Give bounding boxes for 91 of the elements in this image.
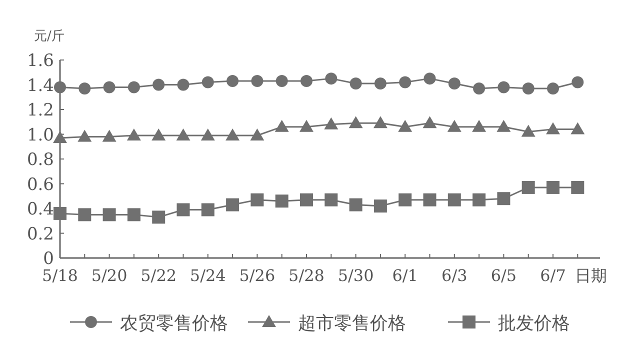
x-tick-label: 5/30 — [338, 266, 374, 285]
point — [496, 120, 511, 132]
point — [201, 203, 214, 216]
point — [54, 81, 66, 94]
point — [472, 193, 486, 206]
point — [373, 116, 388, 128]
point — [398, 120, 412, 132]
y-tick-label: 0.4 — [26, 200, 54, 220]
x-tick-label: 5/26 — [239, 266, 276, 285]
point — [226, 128, 240, 140]
point — [325, 72, 338, 85]
x-tick-label: 5/18 — [42, 266, 78, 285]
point — [202, 76, 214, 88]
point — [448, 78, 460, 90]
point — [300, 120, 314, 132]
y-tick-label: 1.0 — [26, 125, 54, 146]
point — [374, 78, 386, 90]
point — [324, 117, 338, 130]
y-tick-label: 1.2 — [26, 100, 54, 120]
x-tick-label: 5/22 — [140, 266, 177, 285]
x-tick-label: 5/24 — [190, 266, 226, 285]
y-tick-label: 1.4 — [26, 76, 54, 96]
y-axis-title: 元/斤 — [34, 29, 64, 44]
y-tick-label: 0 — [43, 249, 54, 269]
point — [521, 124, 536, 137]
point — [546, 180, 560, 194]
point — [126, 128, 141, 140]
point — [546, 122, 560, 134]
point — [399, 76, 412, 88]
point — [498, 81, 510, 94]
point — [547, 82, 559, 94]
point — [226, 198, 240, 212]
point — [152, 210, 166, 224]
point — [251, 75, 264, 88]
x-tick-label: 6/3 — [442, 266, 468, 285]
point — [226, 75, 239, 88]
y-tick-label: 1.6 — [26, 51, 54, 71]
point — [522, 82, 534, 94]
point — [78, 130, 92, 142]
point — [348, 116, 363, 128]
x-tick-label: 6/1 — [392, 266, 418, 285]
x-tick-label: 6/5 — [490, 266, 517, 285]
point — [128, 81, 140, 94]
x-axis-title: 日期 — [575, 266, 607, 285]
x-tick-label: 5/28 — [288, 266, 324, 285]
point — [152, 78, 165, 91]
point — [570, 122, 585, 134]
point — [423, 193, 436, 206]
point — [176, 128, 190, 140]
x-tick-label: 5/20 — [91, 266, 128, 285]
point — [102, 208, 116, 222]
point — [398, 193, 412, 206]
point — [78, 82, 91, 94]
point — [200, 128, 215, 140]
point — [522, 180, 535, 194]
point — [250, 128, 264, 140]
point — [300, 193, 313, 206]
point — [324, 193, 338, 206]
point — [424, 72, 436, 85]
point — [78, 208, 92, 222]
point — [152, 128, 166, 140]
point — [572, 76, 584, 88]
point — [447, 120, 462, 132]
point — [422, 116, 437, 128]
legend-label: 批发价格 — [498, 313, 570, 334]
point — [497, 192, 510, 206]
point — [250, 193, 264, 206]
legend-label: 农贸零售价格 — [120, 313, 228, 334]
point — [571, 180, 584, 194]
point — [349, 198, 362, 212]
legend-label: 超市零售价格 — [298, 313, 406, 334]
point — [54, 206, 66, 220]
point — [103, 81, 116, 94]
y-tick-label: 0.2 — [26, 224, 54, 244]
point — [473, 82, 486, 94]
y-tick-label: 0.6 — [26, 174, 54, 195]
point — [102, 130, 116, 142]
point — [448, 193, 461, 206]
point — [177, 78, 190, 91]
point — [350, 78, 362, 90]
point — [300, 75, 312, 88]
point — [176, 203, 190, 216]
point — [374, 200, 387, 213]
point — [127, 208, 140, 222]
point — [275, 194, 288, 208]
point — [276, 75, 288, 88]
point — [53, 130, 67, 143]
x-tick-label: 6/7 — [540, 266, 566, 285]
y-tick-label: 0.8 — [26, 150, 54, 170]
point — [274, 120, 289, 132]
point — [472, 120, 486, 132]
